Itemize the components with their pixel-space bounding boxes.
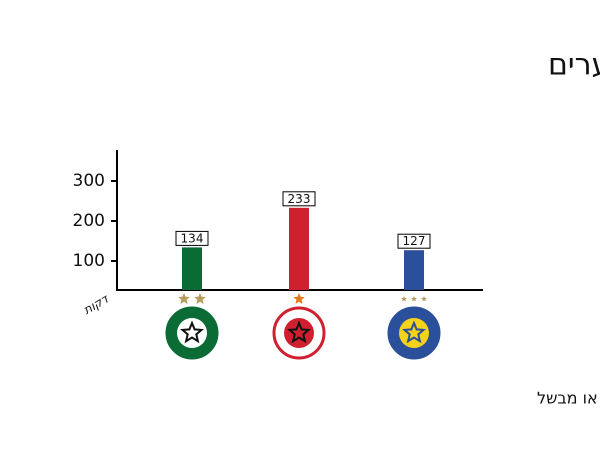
- star: [293, 293, 305, 304]
- value-label-box: [282, 191, 316, 207]
- team-logo-inner: [177, 318, 207, 348]
- team-logo-star: [287, 320, 311, 344]
- star: [421, 296, 427, 302]
- footnote: * כל כמה דקות השחקן כובש או מבשל: [537, 389, 600, 408]
- value-label: 134: [181, 231, 204, 245]
- bar: [404, 250, 424, 290]
- bar: [289, 207, 309, 290]
- y-axis-label: דקות: [81, 291, 112, 317]
- star: [401, 296, 407, 302]
- value-label: 233: [288, 192, 311, 206]
- value-label-box: [175, 230, 209, 246]
- star: [411, 296, 417, 302]
- team-logo-inner: [399, 318, 429, 348]
- star: [178, 293, 190, 304]
- y-tick-label: 100: [73, 251, 105, 271]
- value-label: 127: [403, 234, 426, 248]
- star: [194, 293, 206, 304]
- chart-title: ממוצע מעורבות החלוצים בשערים: [548, 48, 600, 83]
- team-logo-star: [402, 320, 426, 344]
- y-tick-label: 200: [73, 211, 105, 231]
- team-logo-star: [180, 320, 204, 344]
- bar: [182, 247, 202, 290]
- team-logo-inner: [284, 318, 314, 348]
- value-label-box: [397, 233, 431, 249]
- y-tick-label: 300: [73, 171, 105, 191]
